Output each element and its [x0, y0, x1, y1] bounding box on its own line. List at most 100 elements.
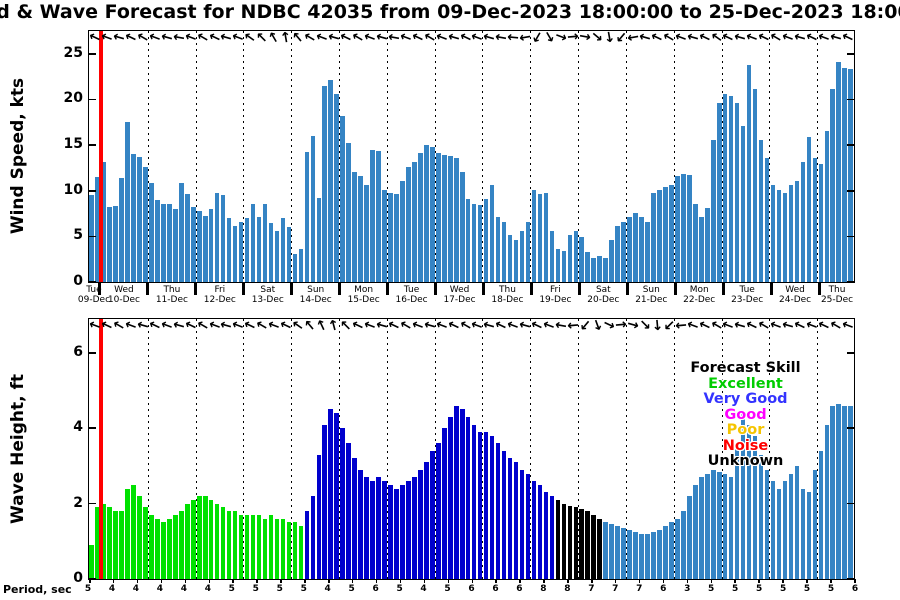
wind-bar	[424, 145, 429, 282]
wave-bar	[161, 522, 166, 579]
y-tick-mark	[847, 144, 854, 146]
wind-bar	[125, 122, 130, 282]
wind-bar	[531, 189, 537, 282]
wave-bar	[477, 432, 483, 579]
day-gridline	[817, 319, 819, 579]
day-gridline	[147, 319, 149, 579]
wind-bar	[412, 162, 417, 282]
legend-entry-noise: Noise	[722, 437, 769, 454]
wind-bar	[597, 256, 602, 282]
date-tick-mark	[769, 283, 773, 295]
wave-bar	[812, 469, 818, 579]
wind-bar	[788, 185, 794, 282]
wave-bar	[232, 511, 238, 579]
x-tick-mark	[280, 579, 282, 583]
legend-entry-very-good: Very Good	[703, 391, 788, 407]
wave-bar	[465, 416, 471, 579]
wave-bar	[274, 518, 280, 579]
wind-bar	[250, 203, 256, 282]
current-time-line	[98, 31, 103, 282]
x-tick-mark	[471, 579, 473, 583]
wind-bar	[137, 156, 142, 282]
day-gridline	[721, 319, 723, 579]
x-tick-mark	[89, 579, 91, 583]
y-tick-mark	[89, 235, 96, 238]
date-tick-mark	[194, 283, 198, 295]
wind-bar	[292, 253, 298, 282]
wave-bar	[579, 509, 585, 579]
wind-bar	[113, 206, 118, 282]
wave-bar	[208, 499, 214, 579]
wind-bar	[214, 193, 220, 282]
x-tick-mark	[447, 579, 450, 583]
day-gridline	[339, 319, 341, 579]
wave-bar	[346, 443, 351, 579]
wave-bar	[591, 514, 596, 579]
period-value: 5	[84, 584, 92, 594]
day-date: 09-Dec	[77, 295, 111, 305]
day-gridline	[434, 319, 436, 579]
wind-bar	[388, 192, 393, 282]
wind-bar	[430, 146, 435, 282]
wave-bar	[764, 469, 770, 579]
wind-bar	[465, 198, 471, 282]
period-value: 5	[732, 584, 739, 594]
day-gridline	[386, 319, 388, 579]
wind-bar	[196, 210, 202, 282]
wave-bar	[722, 473, 728, 579]
wind-bar	[447, 156, 453, 282]
day-gridline	[769, 31, 771, 282]
wave-bar	[585, 511, 591, 579]
wave-bar	[794, 465, 800, 579]
x-tick-mark	[591, 579, 593, 583]
y-tick-mark	[847, 502, 854, 505]
wind-bar	[340, 115, 345, 282]
wave-bar	[788, 473, 794, 579]
wind-bar	[543, 192, 549, 282]
day-date: 15-Dec	[347, 295, 380, 305]
legend-entry-unknown: Unknown	[707, 453, 784, 469]
wind-speed-plot: → → → → → → → → → → → → → → → → → → → → → → → → → → → → → → → → → → → → → → → →…	[64, 27, 857, 289]
period-value: 7	[588, 584, 595, 594]
wave-bar	[95, 507, 100, 579]
wave-bar	[495, 443, 501, 579]
wave-bar	[447, 416, 453, 579]
wave-bar	[214, 503, 220, 579]
wave-bar	[740, 413, 746, 579]
period-value: 5	[276, 584, 283, 594]
wave-bar	[627, 530, 632, 579]
y-tick-mark	[847, 189, 854, 192]
wave-bar	[226, 511, 232, 579]
wave-bar	[286, 522, 292, 579]
x-tick-mark	[232, 579, 234, 583]
wave-bar	[603, 522, 608, 579]
wave-axis-label: Wave Height, ft	[8, 373, 28, 525]
x-tick-mark	[351, 579, 354, 583]
x-tick-mark	[328, 579, 330, 583]
wind-bar	[764, 157, 770, 282]
x-tick-mark	[782, 579, 784, 583]
date-tick-mark	[625, 283, 629, 295]
wind-bar	[101, 161, 106, 282]
day-label: Mon 15-Dec	[348, 285, 380, 305]
wind-bar	[471, 203, 477, 282]
wind-bar	[830, 89, 836, 282]
day-gridline	[291, 31, 293, 282]
y-tick-mark	[847, 427, 854, 430]
wave-bar	[155, 518, 160, 579]
wind-bar	[567, 235, 573, 282]
day-label: Mon 22-Dec	[683, 285, 715, 305]
wind-bar	[226, 218, 232, 282]
day-label: Sun 21-Dec	[635, 285, 667, 305]
wind-bar	[376, 151, 381, 282]
wind-bar	[716, 103, 722, 282]
wave-bar	[800, 488, 806, 579]
wave-bar	[615, 526, 620, 579]
wave-bar	[101, 503, 106, 579]
wind-bar	[191, 207, 196, 282]
wind-bar	[334, 93, 339, 282]
wind-bar	[758, 139, 764, 282]
current-time-line	[98, 319, 103, 579]
wind-bar	[513, 240, 519, 282]
